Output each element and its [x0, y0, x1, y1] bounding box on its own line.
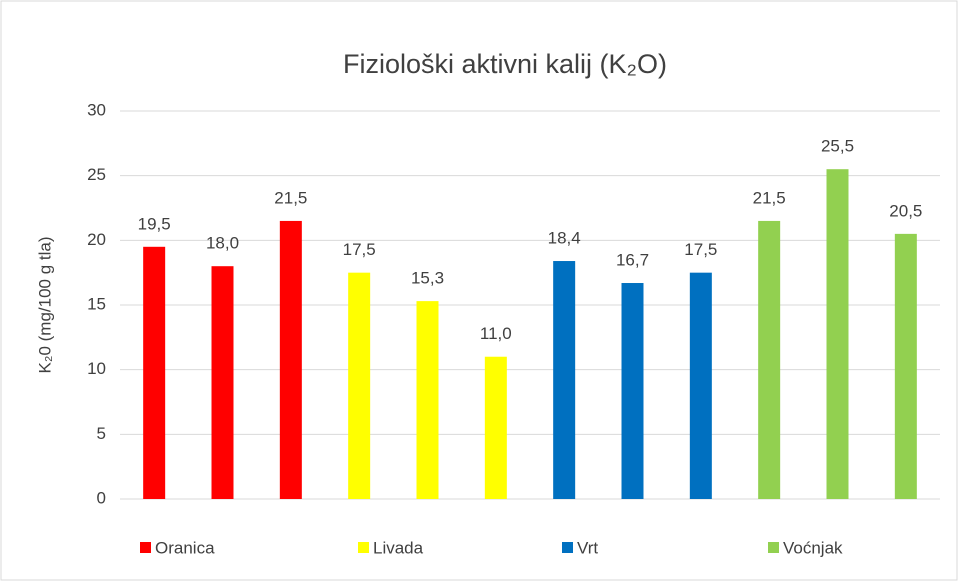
bar — [553, 261, 576, 499]
bar — [758, 220, 781, 499]
bar — [689, 272, 712, 499]
bar — [826, 169, 849, 499]
y-tick-label: 30 — [87, 100, 106, 119]
bar — [484, 356, 507, 499]
data-label: 21,5 — [753, 188, 786, 207]
bar — [416, 301, 439, 499]
data-label: 18,0 — [206, 234, 239, 253]
data-label: 11,0 — [480, 324, 512, 343]
bar — [894, 233, 917, 499]
legend-label: Livada — [373, 538, 424, 557]
bar — [211, 266, 234, 499]
data-label: 16,7 — [616, 250, 649, 269]
y-tick-label: 25 — [87, 165, 106, 184]
y-axis-label: K₂0 (mg/100 g tla) — [35, 237, 54, 374]
data-label: 25,5 — [821, 137, 854, 156]
y-tick-label: 20 — [87, 230, 106, 249]
data-label: 20,5 — [889, 201, 922, 220]
data-label: 17,5 — [343, 240, 376, 259]
legend-swatch — [358, 542, 369, 553]
data-label: 21,5 — [274, 188, 307, 207]
legend-swatch — [562, 542, 573, 553]
legend-label: Voćnjak — [783, 538, 843, 557]
data-label: 15,3 — [411, 269, 444, 288]
legend-label: Oranica — [155, 538, 215, 557]
data-label: 19,5 — [138, 214, 171, 233]
y-tick-label: 5 — [97, 424, 106, 443]
y-tick-label: 0 — [97, 488, 106, 507]
legend-label: Vrt — [577, 538, 598, 557]
bar — [621, 283, 644, 499]
y-tick-label: 10 — [87, 359, 106, 378]
data-label: 18,4 — [548, 229, 581, 248]
legend-swatch — [140, 542, 151, 553]
bar — [143, 246, 166, 499]
chart-title: Fiziološki aktivni kalij (K₂O) — [343, 49, 667, 79]
bar — [348, 272, 371, 499]
data-label: 17,5 — [684, 240, 717, 259]
y-tick-label: 15 — [87, 294, 106, 313]
legend-swatch — [768, 542, 779, 553]
bar — [279, 220, 302, 499]
